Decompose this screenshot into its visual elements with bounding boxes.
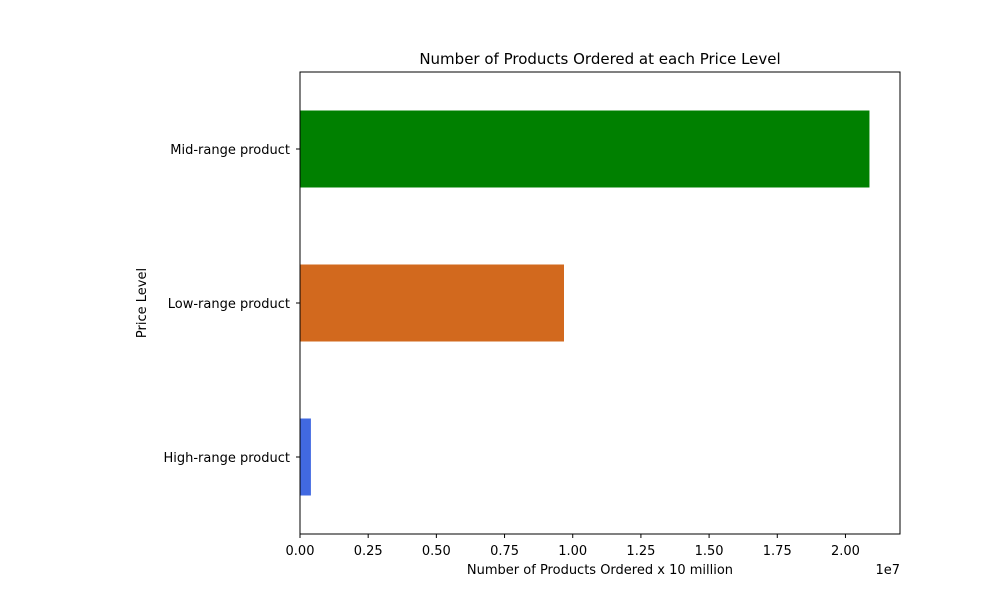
x-tick-label: 1.75 <box>763 544 792 559</box>
bar-low-range-product <box>300 264 564 342</box>
y-axis-title: Price Level <box>135 268 150 338</box>
x-tick-label: 2.00 <box>831 544 860 559</box>
chart-title: Number of Products Ordered at each Price… <box>419 50 780 68</box>
x-axis-offset-label: 1e7 <box>875 563 900 578</box>
x-axis-title: Number of Products Ordered x 10 million <box>467 563 733 578</box>
x-tick-label: 1.25 <box>626 544 655 559</box>
x-tick-label: 0.00 <box>286 544 315 559</box>
plot-area-frame <box>299 71 901 535</box>
bar-high-range-product <box>300 418 311 496</box>
y-axis-ticks: High-range product Low-range product Mid-r… <box>163 143 300 466</box>
x-tick-label: 0.25 <box>354 544 383 559</box>
y-tick-label: High-range product <box>163 451 290 466</box>
bar-mid-range-product <box>300 110 870 188</box>
bars-group <box>300 110 870 496</box>
x-axis-ticks: 0.00 0.25 0.50 0.75 1.00 1.25 1.50 1.75 2.00 <box>286 534 860 559</box>
y-tick-label: Mid-range product <box>170 143 290 158</box>
x-tick-label: 1.00 <box>558 544 587 559</box>
x-tick-label: 0.75 <box>490 544 519 559</box>
x-tick-label: 0.50 <box>422 544 451 559</box>
y-tick-label: Low-range product <box>168 297 290 312</box>
x-tick-label: 1.50 <box>695 544 724 559</box>
